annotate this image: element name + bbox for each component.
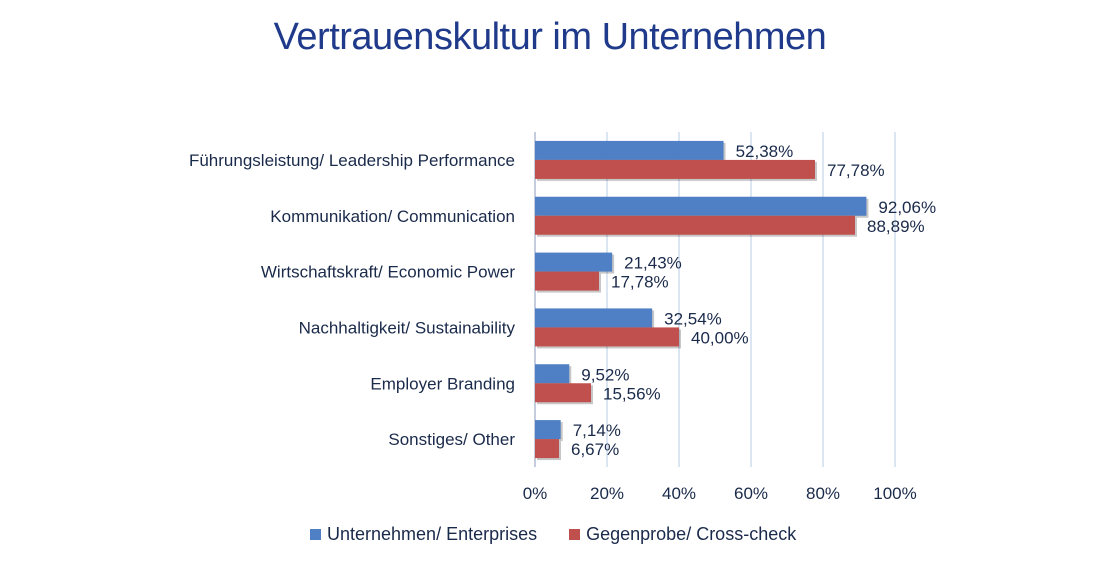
x-tick-label: 60% [734, 484, 768, 503]
bar-enterprises [535, 252, 613, 272]
data-label-crosscheck: 77,78% [827, 161, 885, 180]
legend-swatch-enterprises [310, 529, 321, 540]
legend-label-crosscheck: Gegenprobe/ Cross-check [586, 524, 797, 544]
legend-item-enterprises: Unternehmen/ Enterprises [310, 524, 537, 545]
bar-enterprises [535, 308, 653, 328]
bar-crosscheck [535, 383, 592, 403]
bar-crosscheck [535, 215, 856, 235]
x-tick-label: 20% [590, 484, 624, 503]
bar-enterprises [535, 420, 561, 440]
x-tick-label: 80% [806, 484, 840, 503]
data-label-enterprises: 32,54% [664, 309, 722, 328]
data-label-crosscheck: 15,56% [603, 384, 661, 403]
bar-crosscheck [535, 159, 816, 179]
data-label-enterprises: 21,43% [624, 254, 682, 273]
data-label-enterprises: 7,14% [573, 421, 621, 440]
data-label-enterprises: 92,06% [878, 198, 936, 217]
grid-layer [534, 132, 896, 467]
category-label: Wirtschaftskraft/ Economic Power [261, 263, 515, 282]
legend-swatch-crosscheck [569, 529, 581, 540]
bars-layer [535, 140, 869, 461]
data-label-crosscheck: 40,00% [691, 328, 749, 347]
data-label-enterprises: 52,38% [736, 142, 794, 161]
labels-layer: 0% 20% 40% 60% 80% 100% Führungsleistung/ Lead… [189, 142, 936, 503]
bar-crosscheck [535, 271, 600, 291]
category-label: Employer Branding [370, 374, 515, 393]
bar-enterprises [535, 196, 867, 216]
bar-enterprises [535, 140, 724, 160]
bar-enterprises [535, 364, 570, 384]
category-label: Nachhaltigkeit/ Sustainability [299, 318, 516, 337]
chart-title: Vertrauenskultur im Unternehmen [273, 16, 827, 58]
x-tick-label: 40% [662, 484, 696, 503]
x-tick-label: 100% [873, 484, 916, 503]
chart-legend: Unternehmen/ Enterprises Gegenprobe/ Cro… [310, 524, 796, 545]
bar-crosscheck [535, 327, 679, 347]
category-label: Sonstiges/ Other [388, 430, 515, 449]
legend-item-crosscheck: Gegenprobe/ Cross-check [569, 524, 796, 545]
category-label: Kommunikation/ Communication [270, 207, 515, 226]
category-label: Führungsleistung/ Leadership Performance [189, 151, 515, 170]
bar-crosscheck [535, 439, 560, 459]
data-label-crosscheck: 6,67% [571, 440, 619, 459]
data-label-crosscheck: 88,89% [867, 217, 925, 236]
data-label-enterprises: 9,52% [581, 365, 629, 384]
data-label-crosscheck: 17,78% [611, 273, 669, 292]
x-tick-label: 0% [523, 484, 548, 503]
legend-label-enterprises: Unternehmen/ Enterprises [327, 524, 538, 544]
